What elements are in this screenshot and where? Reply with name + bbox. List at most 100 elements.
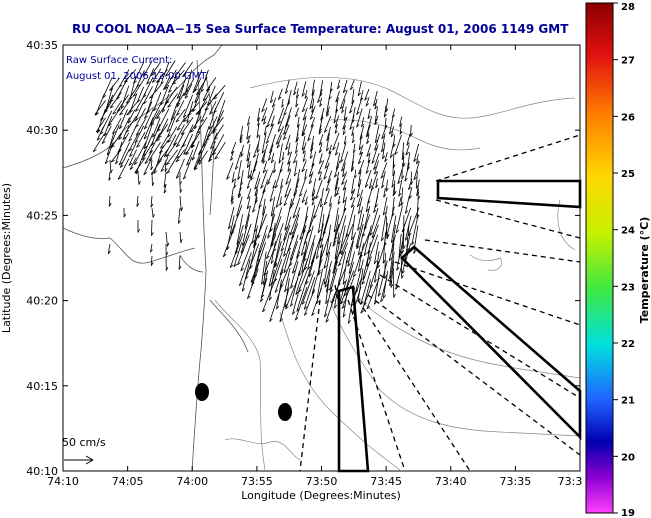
current-vector xyxy=(143,157,153,176)
current-vector xyxy=(342,124,346,136)
current-vector xyxy=(282,115,291,135)
current-vector xyxy=(318,124,322,135)
current-vector xyxy=(365,124,371,138)
current-vector xyxy=(287,142,291,156)
current-vector xyxy=(292,286,301,315)
current-vector xyxy=(165,243,169,256)
current-vector xyxy=(382,196,388,216)
current-vector xyxy=(175,149,186,163)
current-vector xyxy=(200,108,208,123)
station-marker xyxy=(278,403,292,421)
current-vector xyxy=(250,160,258,181)
current-vector xyxy=(151,68,162,83)
x-axis-ticks: 74:10 74:05 74:00 73:55 73:50 73:45 73:40 73:35… xyxy=(47,45,582,488)
current-vector xyxy=(176,132,185,148)
current-vector xyxy=(325,286,339,323)
colorbar xyxy=(585,2,614,514)
current-vector xyxy=(350,197,356,208)
current-vector xyxy=(165,60,176,77)
current-vector xyxy=(135,118,146,136)
current-vector xyxy=(228,206,235,230)
current-vector xyxy=(399,116,403,127)
current-vector xyxy=(284,206,291,231)
current-vector xyxy=(118,117,131,140)
current-vector xyxy=(108,171,112,181)
current-vector xyxy=(404,195,410,214)
current-vector xyxy=(384,152,388,163)
current-vector xyxy=(400,250,404,279)
current-vector xyxy=(324,260,332,288)
current-vector xyxy=(246,188,252,200)
current-vector xyxy=(365,197,370,213)
current-vector xyxy=(143,86,153,105)
annotation-line-1: Raw Surface Current: xyxy=(66,55,172,66)
current-vector xyxy=(266,170,274,185)
current-vector xyxy=(136,195,140,207)
current-vector xyxy=(274,269,284,293)
current-vector xyxy=(408,187,413,199)
current-vector xyxy=(376,242,386,269)
current-vector xyxy=(366,277,380,310)
x-tick-label: 74:10 xyxy=(47,475,79,488)
x-tick-label: 73:3 xyxy=(558,475,583,488)
current-vector xyxy=(151,171,155,186)
colorbar-tick-label: 20 xyxy=(621,452,635,463)
x-tick-label: 73:50 xyxy=(306,475,338,488)
current-vector xyxy=(301,97,308,113)
current-vector xyxy=(229,233,244,268)
current-vector xyxy=(101,125,112,144)
current-vector xyxy=(117,158,130,180)
current-vector xyxy=(292,153,298,164)
current-vector xyxy=(401,223,405,254)
current-vector xyxy=(175,139,186,159)
current-vector xyxy=(411,214,419,246)
current-vector xyxy=(290,261,299,289)
current-vector xyxy=(230,151,234,161)
current-vector xyxy=(179,183,183,193)
current-vector xyxy=(381,171,386,189)
current-vector xyxy=(190,132,201,148)
current-vector xyxy=(247,268,259,299)
current-vector xyxy=(267,144,274,161)
current-vector xyxy=(403,152,406,167)
current-vector xyxy=(107,243,111,255)
current-vector xyxy=(280,178,284,189)
current-vector xyxy=(270,152,275,164)
current-vector xyxy=(341,277,355,309)
current-vector xyxy=(318,143,323,153)
current-vector xyxy=(179,231,183,243)
current-vector xyxy=(295,97,299,108)
current-vector xyxy=(260,169,268,189)
current-vector xyxy=(156,108,170,132)
current-vector xyxy=(162,93,170,113)
current-vector xyxy=(317,160,325,175)
current-vector xyxy=(404,215,412,241)
current-vector xyxy=(337,242,348,267)
current-vector xyxy=(301,160,307,173)
current-vector xyxy=(413,161,420,181)
current-vector xyxy=(261,98,268,113)
current-vector xyxy=(134,92,146,112)
current-vector xyxy=(178,255,182,270)
current-vector xyxy=(380,277,388,303)
current-vector xyxy=(383,187,387,198)
y-axis-label: Latitude (Degrees:Minutes) xyxy=(0,183,13,333)
current-vector xyxy=(352,134,355,144)
current-vector xyxy=(318,171,323,181)
current-vector xyxy=(198,150,208,165)
current-vector xyxy=(239,134,243,144)
current-vector xyxy=(363,225,372,256)
current-vector xyxy=(380,205,388,242)
current-vector xyxy=(263,115,267,125)
current-vector xyxy=(128,149,138,166)
scale-label: 50 cm/s xyxy=(62,436,106,449)
current-vector xyxy=(394,134,402,155)
current-vector xyxy=(155,100,169,120)
current-vector xyxy=(226,162,234,180)
current-vector xyxy=(301,189,308,203)
current-vector xyxy=(266,234,277,259)
current-vector xyxy=(309,142,314,159)
y-tick-label: 40:15 xyxy=(26,380,58,393)
current-vector xyxy=(240,144,244,157)
current-vector xyxy=(184,83,193,99)
